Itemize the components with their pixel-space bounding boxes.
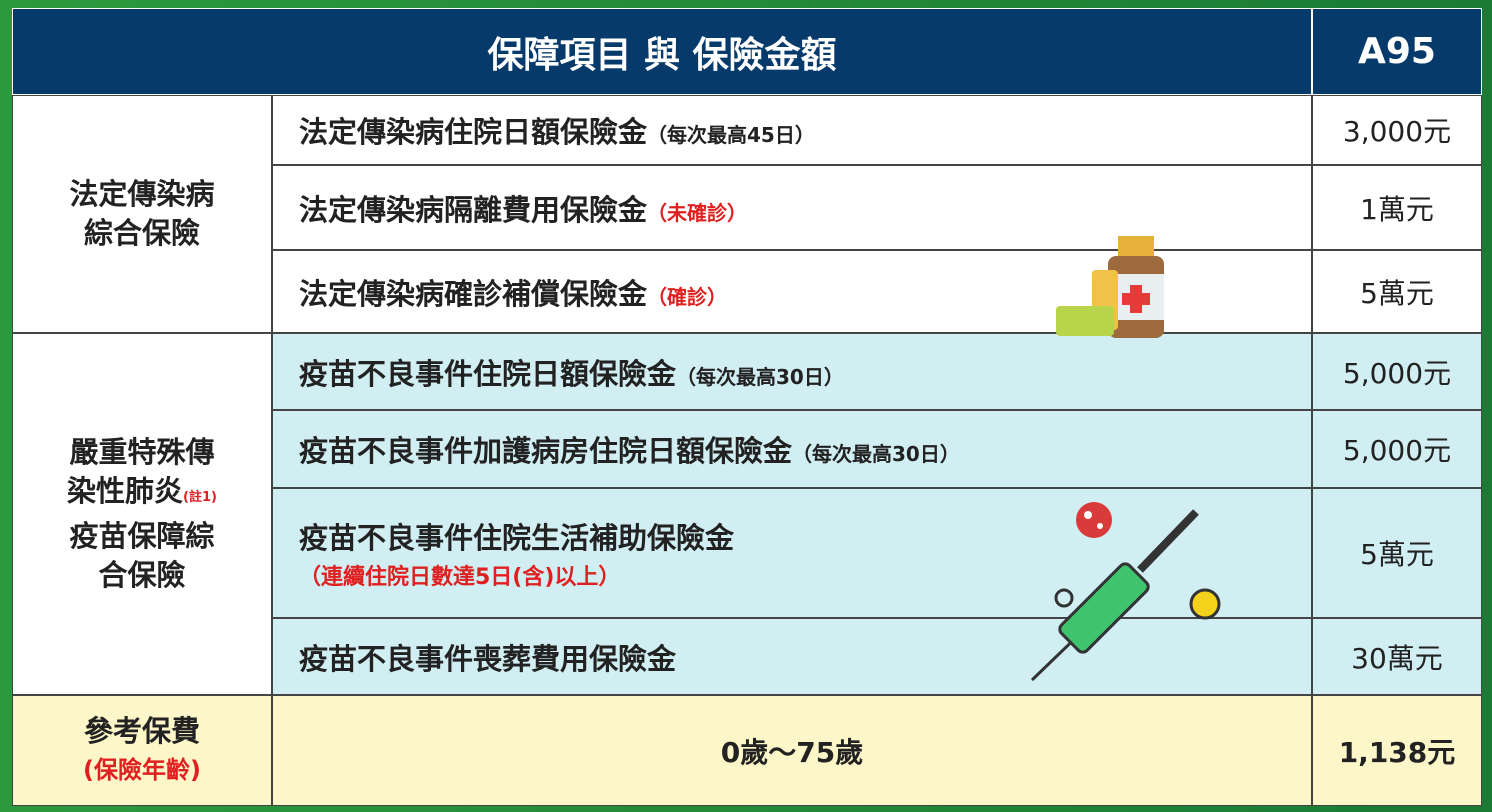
coverage-table: 保障項目 與 保險金額 A95 法定傳染病 綜合保險 法定傳染病住院日額保險金（每次最高… <box>12 8 1482 806</box>
item-cell: 疫苗不良事件加護病房住院日額保險金（每次最高30日） <box>272 410 1312 488</box>
item-line: 法定傳染病確診補償保險金（確診） <box>299 271 727 313</box>
footer-age-cell: 0歲～75歲 <box>272 695 1312 806</box>
header-plan: A95 <box>1358 31 1436 72</box>
item-note-line: （連續住院日數達5日(含)以上） <box>299 557 620 591</box>
amount-cell: 5,000元 <box>1312 333 1482 410</box>
item-amount: 5,000元 <box>1342 434 1452 467</box>
item-note: （每次最高45日） <box>647 123 815 147</box>
item-amount: 5萬元 <box>1360 276 1434 310</box>
group-name-line: 法定傳染病 <box>69 175 214 214</box>
group-name-text: 綜合保險 <box>83 216 200 250</box>
group-name-line: 染性肺炎(註1) <box>67 472 217 517</box>
group-name-line: 疫苗保障綜 <box>69 517 214 556</box>
item-label: 疫苗不良事件住院生活補助保險金 <box>299 521 735 555</box>
footer-sublabel: (保險年齡) <box>83 755 201 784</box>
item-cell: 法定傳染病住院日額保險金（每次最高45日） <box>272 95 1312 165</box>
item-line: 疫苗不良事件喪葬費用保險金 <box>299 636 676 678</box>
group-name-text: 合保險 <box>98 558 186 592</box>
item-line: 法定傳染病住院日額保險金（每次最高45日） <box>299 109 815 151</box>
item-label: 疫苗不良事件加護病房住院日額保險金 <box>299 434 793 468</box>
item-line: 疫苗不良事件住院日額保險金（每次最高30日） <box>299 351 844 393</box>
item-label: 疫苗不良事件住院日額保險金 <box>299 356 677 391</box>
group-name-text: 疫苗保障綜 <box>69 519 215 553</box>
amount-cell: 5萬元 <box>1312 250 1482 333</box>
item-cell: 法定傳染病隔離費用保險金（未確診） <box>272 165 1312 250</box>
group-name-text: 法定傳染病 <box>69 177 215 211</box>
amount-cell: 3,000元 <box>1312 95 1482 165</box>
amount-cell: 1萬元 <box>1312 165 1482 250</box>
footer-label: 參考保費 <box>83 713 200 748</box>
item-label: 疫苗不良事件喪葬費用保險金 <box>299 641 677 676</box>
item-cell: 法定傳染病確診補償保險金（確診） <box>272 250 1312 333</box>
group-name-text: 染性肺炎 <box>67 474 184 508</box>
item-note: （每次最高30日） <box>676 364 844 389</box>
item-line: 疫苗不良事件加護病房住院日額保險金（每次最高30日） <box>299 428 960 470</box>
amount-cell: 5萬元 <box>1312 488 1482 618</box>
item-cell: 疫苗不良事件住院生活補助保險金 （連續住院日數達5日(含)以上） <box>272 488 1312 618</box>
item-note: （連續住院日數達5日(含)以上） <box>299 565 621 590</box>
item-label: 法定傳染病住院日額保險金 <box>299 115 648 149</box>
group-name-cell: 嚴重特殊傳 染性肺炎(註1) 疫苗保障綜 合保險 <box>12 333 272 695</box>
amount-cell: 5,000元 <box>1312 410 1482 488</box>
header-title: 保障項目 與 保險金額 <box>487 34 837 76</box>
item-cell: 疫苗不良事件喪葬費用保險金 <box>272 618 1312 695</box>
footer-premium: 1,138元 <box>1338 735 1456 769</box>
item-line: 法定傳染病隔離費用保險金（未確診） <box>299 187 747 229</box>
group-name-line: 合保險 <box>98 556 185 595</box>
amount-cell: 30萬元 <box>1312 618 1482 695</box>
header-title-cell: 保障項目 與 保險金額 <box>12 8 1312 95</box>
group-name-line: 綜合保險 <box>84 214 200 253</box>
item-note: （未確診） <box>647 200 748 225</box>
group-name-text: 嚴重特殊傳 <box>69 435 215 469</box>
item-label: 法定傳染病隔離費用保險金 <box>299 192 648 227</box>
footer-premium-cell: 1,138元 <box>1312 695 1482 806</box>
item-note: （每次最高30日） <box>792 442 960 466</box>
item-amount: 5,000元 <box>1342 356 1452 390</box>
group-name-note: (註1) <box>183 490 217 505</box>
group-name-cell: 法定傳染病 綜合保險 <box>12 95 272 333</box>
item-amount: 5萬元 <box>1360 538 1434 571</box>
item-note: （確診） <box>647 284 728 309</box>
item-amount: 3,000元 <box>1342 115 1452 148</box>
item-amount: 1萬元 <box>1360 192 1434 226</box>
header-plan-cell: A95 <box>1312 8 1482 95</box>
item-label: 法定傳染病確診補償保險金 <box>299 276 648 311</box>
footer-age: 0歲～75歲 <box>720 735 864 769</box>
group-name-line: 嚴重特殊傳 <box>69 433 214 472</box>
item-cell: 疫苗不良事件住院日額保險金（每次最高30日） <box>272 333 1312 410</box>
item-amount: 30萬元 <box>1351 641 1443 675</box>
item-line: 疫苗不良事件住院生活補助保險金 <box>299 515 734 557</box>
footer-label-cell: 參考保費 (保險年齡) <box>12 695 272 806</box>
